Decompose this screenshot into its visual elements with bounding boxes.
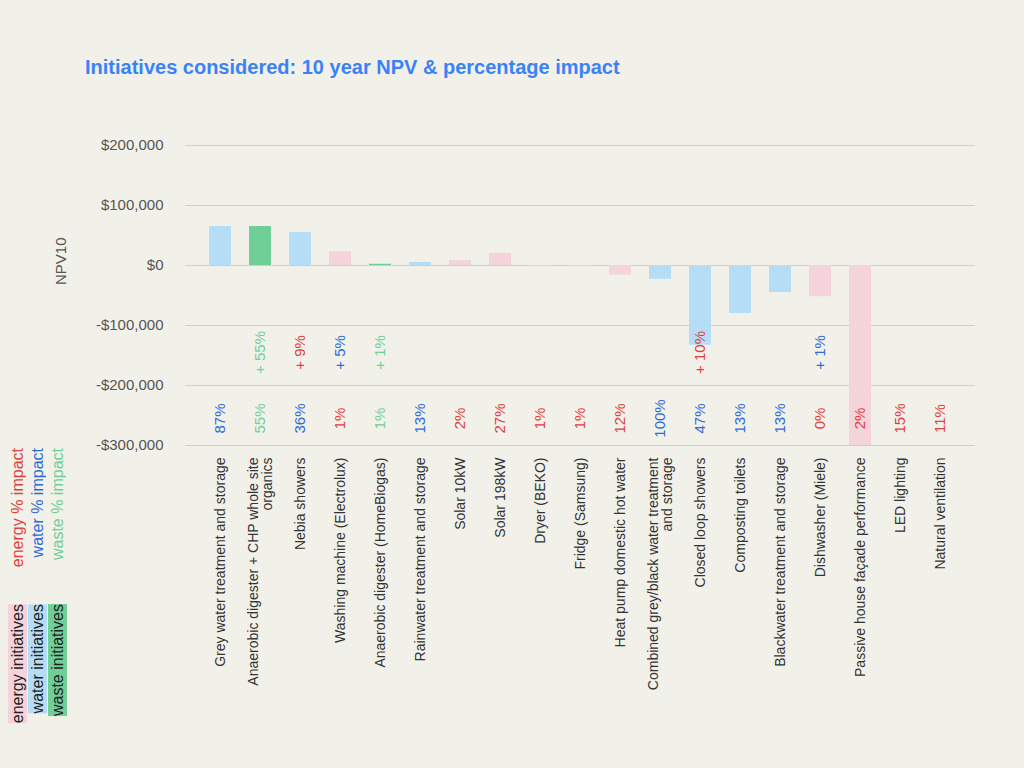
svg-text:Closed loop showers: Closed loop showers: [692, 458, 708, 588]
svg-text:+ 10%: + 10%: [691, 331, 708, 374]
svg-text:Composting toilets: Composting toilets: [732, 458, 748, 573]
svg-text:13%: 13%: [731, 403, 748, 433]
svg-text:$0: $0: [147, 256, 164, 273]
svg-text:Dryer (BEKO): Dryer (BEKO): [532, 458, 548, 544]
svg-text:$200,000: $200,000: [101, 136, 164, 153]
html-text:waste % impact: waste % impact: [49, 448, 66, 560]
svg-text:47%: 47%: [691, 403, 708, 433]
svg-text:12%: 12%: [611, 403, 628, 433]
svg-text:+ 5%: + 5%: [331, 335, 348, 370]
html-text:NPV10: NPV10: [52, 237, 69, 285]
svg-text:Fridge (Samsung): Fridge (Samsung): [572, 458, 588, 570]
svg-text:Rainwater treatment and storag: Rainwater treatment and storage: [412, 457, 428, 661]
svg-text:Anaerobic digester (HomeBiogas: Anaerobic digester (HomeBiogas): [372, 458, 388, 668]
html-text:energy initiatives: energy initiatives: [9, 604, 26, 724]
svg-text:2%: 2%: [451, 408, 468, 430]
html-text:energy % impact: energy % impact: [9, 448, 26, 568]
svg-text:1%: 1%: [331, 408, 348, 430]
svg-text:1%: 1%: [371, 408, 388, 430]
svg-text:13%: 13%: [411, 403, 428, 433]
svg-text:$100,000: $100,000: [101, 196, 164, 213]
svg-text:Nebia showers: Nebia showers: [292, 458, 308, 551]
svg-text:+ 9%: + 9%: [291, 335, 308, 370]
svg-text:11%: 11%: [931, 404, 948, 433]
svg-text:Dishwasher (Miele): Dishwasher (Miele): [812, 458, 828, 578]
svg-text:+ 1%: + 1%: [811, 335, 828, 370]
svg-text:1%: 1%: [571, 408, 588, 430]
svg-text:Grey water treatment and stora: Grey water treatment and storage: [212, 457, 228, 667]
html-text:water % impact: water % impact: [29, 448, 46, 558]
svg-text:Solar 198kW: Solar 198kW: [492, 457, 508, 538]
svg-text:-$300,000: -$300,000: [96, 436, 164, 453]
svg-text:0%: 0%: [811, 408, 828, 430]
svg-text:55%: 55%: [251, 403, 268, 433]
svg-text:+ 55%: + 55%: [251, 331, 268, 374]
svg-text:Passive house façade performan: Passive house façade performance: [852, 457, 868, 677]
svg-text:Natural ventilation: Natural ventilation: [932, 458, 948, 570]
svg-text:Solar 10kW: Solar 10kW: [452, 457, 468, 530]
svg-text:2%: 2%: [851, 408, 868, 430]
svg-text:13%: 13%: [771, 403, 788, 433]
svg-text:-$100,000: -$100,000: [96, 316, 164, 333]
html-text:water initiatives: water initiatives: [29, 604, 46, 714]
svg-text:Washing machine (Electrolux): Washing machine (Electrolux): [332, 458, 348, 643]
svg-text:Heat pump domestic hot water: Heat pump domestic hot water: [612, 457, 628, 647]
svg-text:Combined grey/black water trea: Combined grey/black water treatmentand s…: [645, 457, 675, 690]
html-text:Initiatives considered: 10 yea: Initiatives considered: 10 year NPV & pe…: [85, 56, 620, 78]
svg-text:36%: 36%: [291, 403, 308, 433]
svg-text:Anaerobic digester + CHP whole: Anaerobic digester + CHP whole siteorgan…: [245, 457, 275, 685]
svg-text:LED lighting: LED lighting: [892, 458, 908, 534]
svg-text:1%: 1%: [531, 408, 548, 430]
svg-text:100%: 100%: [651, 399, 668, 437]
html-text:waste initiatives: waste initiatives: [49, 604, 66, 716]
svg-text:87%: 87%: [211, 403, 228, 433]
svg-text:-$200,000: -$200,000: [96, 376, 164, 393]
svg-text:+ 1%: + 1%: [371, 335, 388, 370]
svg-text:27%: 27%: [491, 403, 508, 433]
svg-text:15%: 15%: [891, 403, 908, 433]
svg-text:Blackwater treatment and stora: Blackwater treatment and storage: [772, 457, 788, 667]
